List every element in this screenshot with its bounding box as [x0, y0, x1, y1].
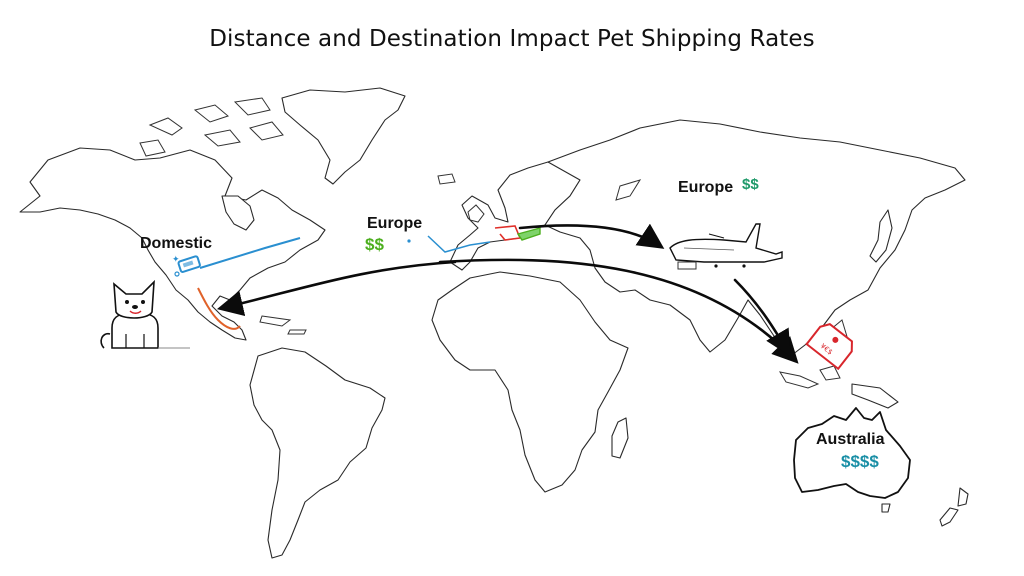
route-europe-to-asia	[518, 223, 665, 249]
price-tag-icon: ¥€$	[805, 323, 853, 371]
australia-price: $$$$	[841, 452, 879, 471]
domestic-route	[199, 237, 301, 269]
route-europe-to-australia	[438, 258, 799, 364]
route-asia-to-indonesia	[733, 278, 791, 357]
south-america-outline	[249, 347, 386, 559]
europe-near-price: $$	[365, 235, 384, 254]
route-europe-to-domestic	[216, 260, 457, 316]
greenland-outline	[281, 87, 406, 185]
europe-far-price: $$	[742, 176, 759, 193]
mexico-route	[197, 287, 241, 330]
sparkle-icon: ✦	[172, 255, 180, 265]
domestic-label: Domestic	[140, 235, 213, 252]
europe-near-label: Europe	[367, 215, 423, 232]
europe-green-highlight	[516, 227, 541, 241]
page-title: Distance and Destination Impact Pet Ship…	[209, 26, 815, 52]
africa-outline	[431, 271, 629, 493]
australia-label: Australia	[816, 431, 885, 448]
ticket-icon	[177, 255, 201, 273]
airplane-icon	[669, 223, 783, 270]
europe-far-label: Europe	[678, 179, 734, 196]
australia-outline	[793, 407, 911, 499]
dog-icon	[100, 279, 190, 349]
